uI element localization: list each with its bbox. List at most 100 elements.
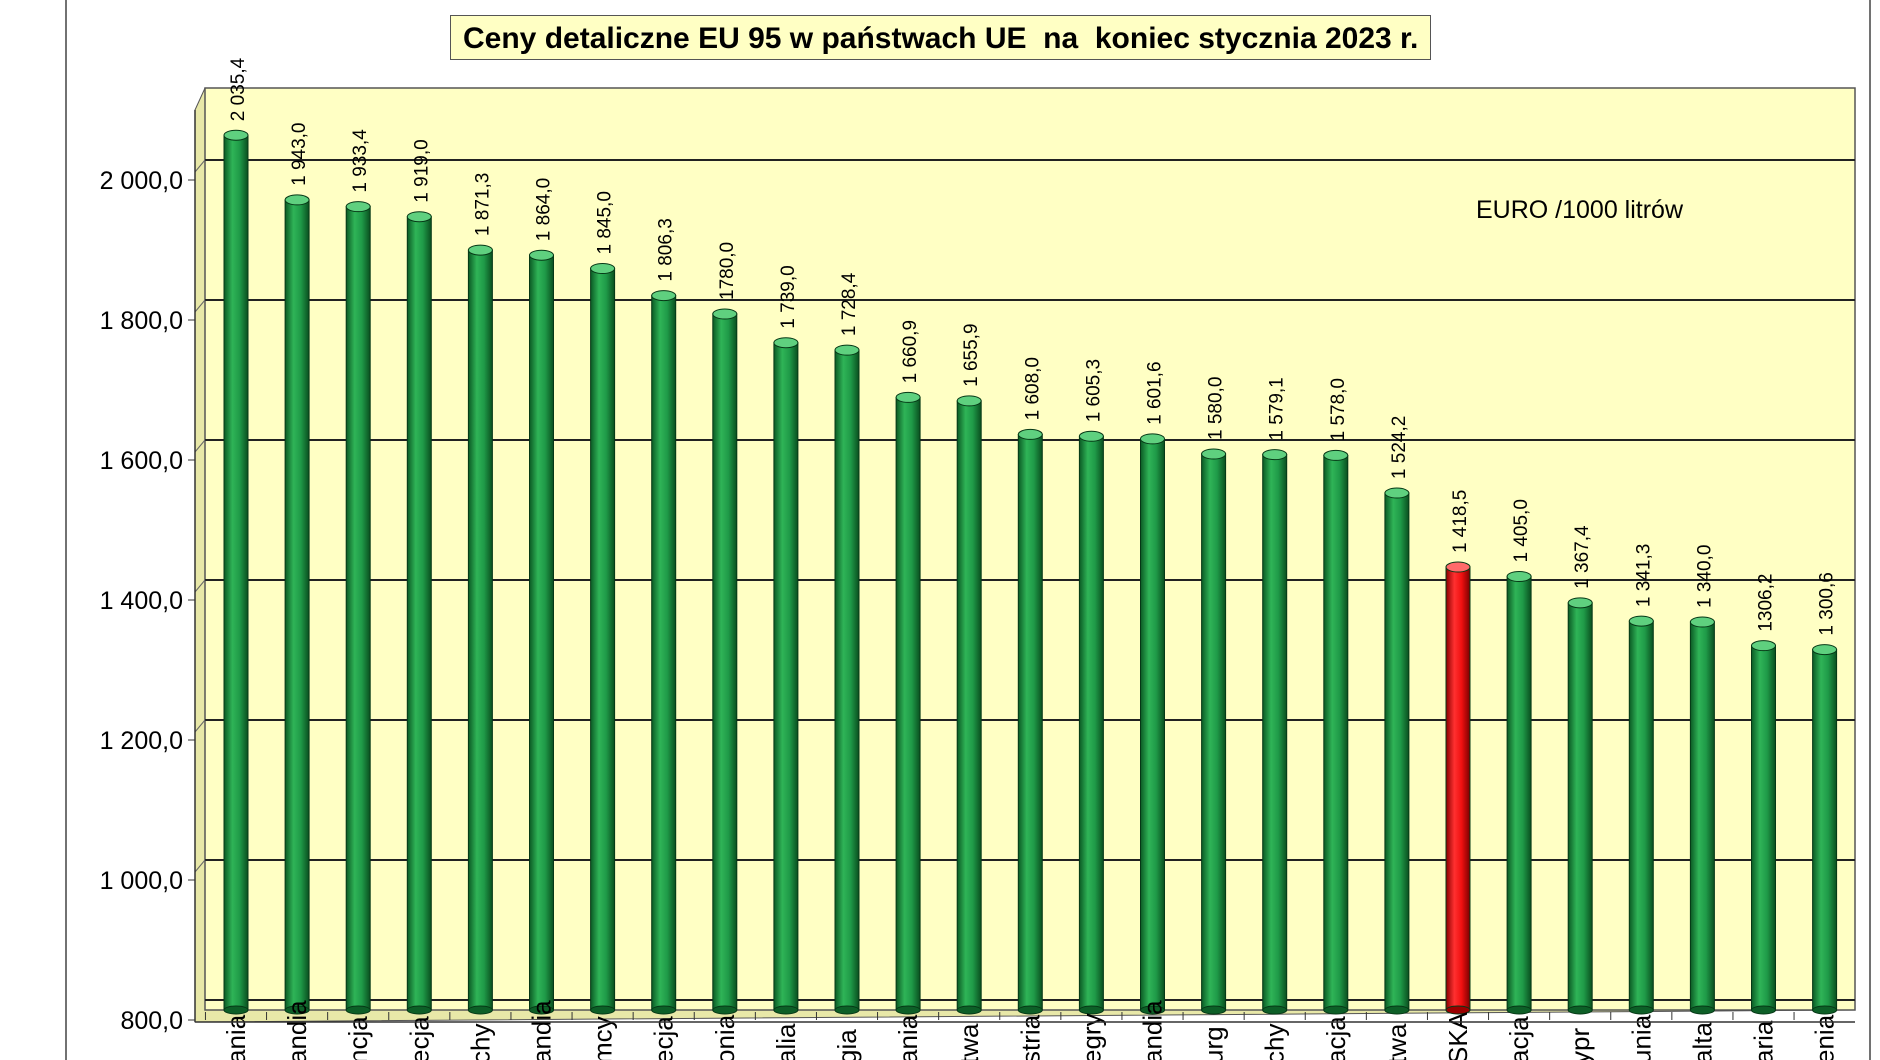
bar-value-label: 1 919,0: [411, 139, 432, 202]
bar-value-label: 1780,0: [717, 242, 738, 300]
bar-base: [1567, 1005, 1593, 1015]
y-tick-label: 1 400,0: [100, 587, 183, 615]
gridline-depth: [194, 299, 206, 313]
bar-base: [1812, 1005, 1838, 1015]
bar: [1262, 449, 1288, 1015]
x-tick-label: ypr: [1565, 1028, 1595, 1060]
bar-body: [467, 249, 493, 1011]
bar-cap: [1628, 615, 1654, 627]
x-tick-label: ania: [221, 1014, 251, 1060]
gridline-depth: [194, 159, 206, 173]
bar: [1201, 448, 1227, 1015]
bar-body: [529, 254, 554, 1011]
bar: [529, 249, 554, 1015]
bar-body: [1017, 433, 1043, 1011]
y-tick-label: 1 200,0: [100, 727, 183, 755]
bar: [712, 308, 738, 1015]
x-tick-label: andia: [527, 1000, 557, 1060]
bar-cap: [834, 344, 860, 356]
x-tick-label: gia: [832, 1029, 862, 1060]
bar: [284, 194, 310, 1015]
bar-body: [1078, 435, 1104, 1011]
y-tick-label: 800,0: [120, 1007, 183, 1035]
bar-base: [1689, 1005, 1715, 1015]
bar-body: [1751, 645, 1776, 1011]
bar-body: [1140, 438, 1165, 1011]
y-tick-label: 1 000,0: [100, 867, 183, 895]
bar: [467, 244, 493, 1015]
x-tick-label: mcy: [588, 1016, 618, 1060]
bar-body: [1201, 453, 1227, 1011]
bar-base: [1078, 1005, 1104, 1015]
bar-body: [345, 206, 371, 1011]
bar: [895, 391, 921, 1015]
bar: [1078, 430, 1104, 1015]
bar: [1567, 597, 1593, 1015]
bar-body: [284, 199, 310, 1011]
y-tick-label: 1 800,0: [100, 307, 183, 335]
bar-value-label: 1 601,6: [1145, 361, 1166, 424]
bar: [1384, 487, 1410, 1015]
x-tick-label: acja: [1321, 1016, 1351, 1060]
x-tick-label: twa: [954, 1023, 984, 1060]
bar-body: [1567, 602, 1593, 1011]
bar-cap: [1689, 616, 1715, 628]
bar-cap: [406, 211, 432, 223]
bar-value-label: 1 367,4: [1572, 525, 1593, 589]
bar: [1689, 616, 1715, 1015]
bar-body: [223, 134, 249, 1011]
bar-cap: [1567, 597, 1593, 609]
bar-base: [1751, 1005, 1776, 1015]
bar-base: [284, 1005, 310, 1015]
bar: [345, 201, 371, 1015]
bar-cap: [1812, 644, 1838, 656]
bar-cap: [1506, 571, 1532, 582]
bar-body: [773, 342, 799, 1011]
bar-cap: [590, 263, 616, 274]
bar-cap: [467, 244, 493, 256]
bar: [1812, 644, 1838, 1015]
x-tick-label: acja: [1504, 1016, 1534, 1060]
bar-cap: [1078, 430, 1104, 442]
bar-base: [345, 1005, 371, 1015]
bar-base: [712, 1005, 738, 1015]
x-tick-label: twa: [1382, 1023, 1412, 1060]
bar-base: [1017, 1005, 1043, 1015]
bar-value-label: 1 300,6: [1817, 572, 1838, 635]
bar: [651, 290, 677, 1015]
bar-value-label: 1 845,0: [595, 191, 616, 254]
unit-label: EURO /1000 litrów: [1476, 196, 1684, 224]
bar-value-label: 1 933,4: [350, 129, 371, 193]
x-tick-label: unia: [1626, 1014, 1656, 1060]
bar-cap: [1751, 640, 1776, 652]
bar-body: [1812, 649, 1838, 1011]
bar-body: [1506, 576, 1532, 1011]
gridline-depth: [194, 579, 206, 593]
bar-value-label: 1 943,0: [289, 122, 310, 185]
bar-base: [1628, 1005, 1654, 1015]
bar-base: [651, 1005, 677, 1015]
bar-cap: [1384, 487, 1410, 499]
bar: [1323, 449, 1349, 1015]
x-tick-label: chy: [465, 1024, 495, 1060]
bar-base: [773, 1005, 799, 1015]
bar-base: [1140, 1005, 1165, 1015]
bar-value-label: 1 580,0: [1206, 377, 1227, 440]
x-tick-label: ncja: [343, 1016, 373, 1060]
gridline-depth: [194, 439, 206, 453]
bar-value-label: 1 660,9: [900, 320, 921, 383]
bar-value-label: 1 871,3: [472, 173, 493, 236]
bar-cap: [1262, 449, 1288, 461]
bar-value-label: 1 728,4: [839, 272, 860, 336]
bar-base: [956, 1005, 982, 1015]
bar-value-label: 1 605,3: [1083, 359, 1104, 422]
bar-body: [406, 216, 432, 1011]
bar: [1751, 640, 1776, 1015]
bar-value-label: 2 035,4: [228, 57, 249, 121]
bar-cap: [1323, 449, 1349, 461]
bar-cap: [773, 337, 799, 349]
y-tick-label: 2 000,0: [100, 167, 183, 195]
bar-cap: [529, 249, 554, 261]
gridline-depth: [194, 859, 206, 873]
bar-base: [223, 1005, 249, 1015]
